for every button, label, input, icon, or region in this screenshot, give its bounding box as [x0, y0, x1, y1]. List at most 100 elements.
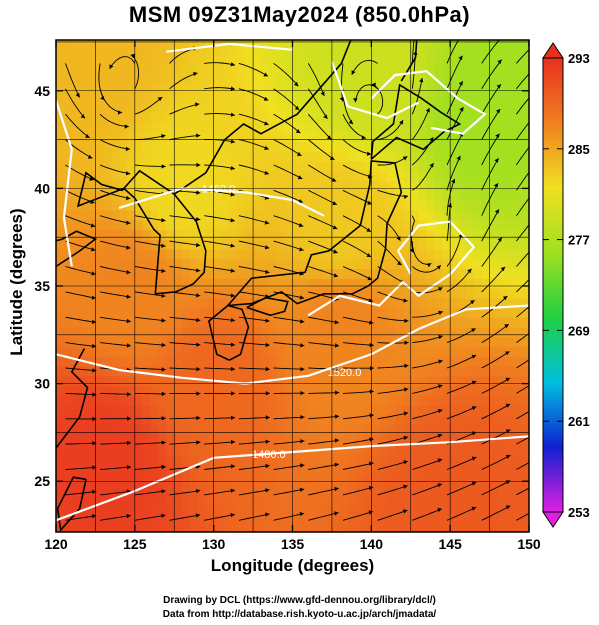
field-cell — [308, 405, 317, 416]
field-cell — [174, 92, 183, 104]
field-cell — [497, 453, 506, 465]
field-cell — [489, 229, 499, 240]
streamline-arrow — [470, 300, 475, 305]
field-cell — [426, 151, 435, 162]
streamline-arrow — [126, 269, 131, 275]
field-cell — [190, 268, 199, 279]
field-cell — [331, 268, 341, 279]
field-cell — [213, 492, 223, 504]
field-cell — [166, 327, 175, 338]
field-cell — [95, 229, 104, 240]
field-cell — [119, 522, 128, 532]
field-cell — [355, 161, 365, 172]
streamline — [273, 240, 304, 251]
field-cell — [87, 366, 97, 377]
field-cell — [473, 102, 483, 113]
field-cell — [276, 395, 286, 406]
field-cell — [126, 102, 136, 113]
field-cell — [402, 444, 412, 455]
field-cell — [363, 180, 372, 191]
field-cell — [268, 92, 278, 104]
field-cell — [166, 151, 175, 162]
chart-title: MSM 09Z31May2024 (850.0hPa) — [128, 2, 471, 27]
field-cell — [221, 346, 231, 357]
field-cell — [260, 395, 270, 406]
field-cell — [308, 82, 317, 94]
field-cell — [205, 53, 215, 65]
streamline — [516, 121, 529, 140]
field-cell — [87, 483, 97, 494]
field-cell — [458, 63, 467, 74]
streamline — [100, 392, 132, 395]
field-cell — [56, 297, 65, 309]
field-cell — [182, 287, 191, 299]
field-cell — [190, 424, 199, 435]
field-cell — [300, 512, 309, 523]
field-cell — [126, 112, 136, 123]
field-cell — [221, 287, 231, 299]
field-cell — [126, 180, 136, 191]
field-cell — [505, 131, 514, 143]
field-cell — [158, 502, 167, 514]
field-cell — [142, 151, 152, 162]
field-cell — [126, 385, 136, 396]
field-cell — [197, 424, 207, 435]
field-cell — [166, 102, 175, 113]
field-cell — [174, 131, 183, 143]
field-cell — [458, 424, 467, 435]
field-cell — [418, 336, 428, 348]
field-cell — [347, 336, 357, 348]
field-cell — [458, 200, 467, 211]
field-cell — [489, 375, 499, 387]
field-cell — [71, 385, 81, 396]
streamline-arrow — [368, 510, 373, 515]
field-cell — [150, 268, 160, 279]
field-cell — [197, 258, 207, 270]
streamline-arrow — [230, 268, 235, 273]
field-cell — [142, 92, 152, 104]
field-cell — [237, 200, 246, 211]
field-cell — [79, 82, 89, 94]
field-cell — [450, 502, 459, 514]
field-cell — [205, 200, 215, 211]
field-cell — [355, 346, 365, 357]
field-cell — [213, 327, 223, 338]
field-cell — [134, 346, 144, 357]
contour-label: 1460.0 — [202, 183, 236, 195]
field-cell — [292, 405, 301, 416]
field-cell — [63, 248, 73, 260]
field-cell — [260, 73, 270, 84]
field-cell — [253, 453, 262, 465]
field-cell — [56, 73, 65, 84]
field-cell — [347, 375, 357, 387]
field-cell — [458, 73, 467, 84]
field-cell — [142, 248, 152, 260]
field-cell — [426, 385, 435, 396]
field-cell — [473, 502, 483, 514]
streamline-arrow — [367, 276, 372, 281]
field-cell — [63, 375, 73, 387]
field-cell — [387, 375, 396, 387]
field-cell — [237, 405, 246, 416]
field-cell — [182, 375, 191, 387]
field-cell — [126, 405, 136, 416]
field-cell — [324, 424, 333, 435]
field-cell — [505, 141, 514, 152]
field-cell — [465, 278, 475, 289]
streamline-arrow — [230, 243, 235, 248]
field-cell — [119, 248, 128, 260]
field-cell — [276, 190, 286, 201]
field-cell — [450, 258, 459, 270]
field-cell — [371, 268, 380, 279]
field-cell — [268, 131, 278, 143]
field-cell — [103, 209, 112, 221]
streamline — [134, 466, 166, 470]
field-cell — [339, 434, 349, 445]
field-cell — [426, 141, 435, 152]
field-cell — [481, 414, 491, 426]
streamline-arrow — [537, 296, 542, 300]
field-cell — [79, 453, 89, 465]
field-cell — [142, 268, 152, 279]
field-cell — [489, 483, 499, 494]
field-cell — [221, 317, 231, 328]
